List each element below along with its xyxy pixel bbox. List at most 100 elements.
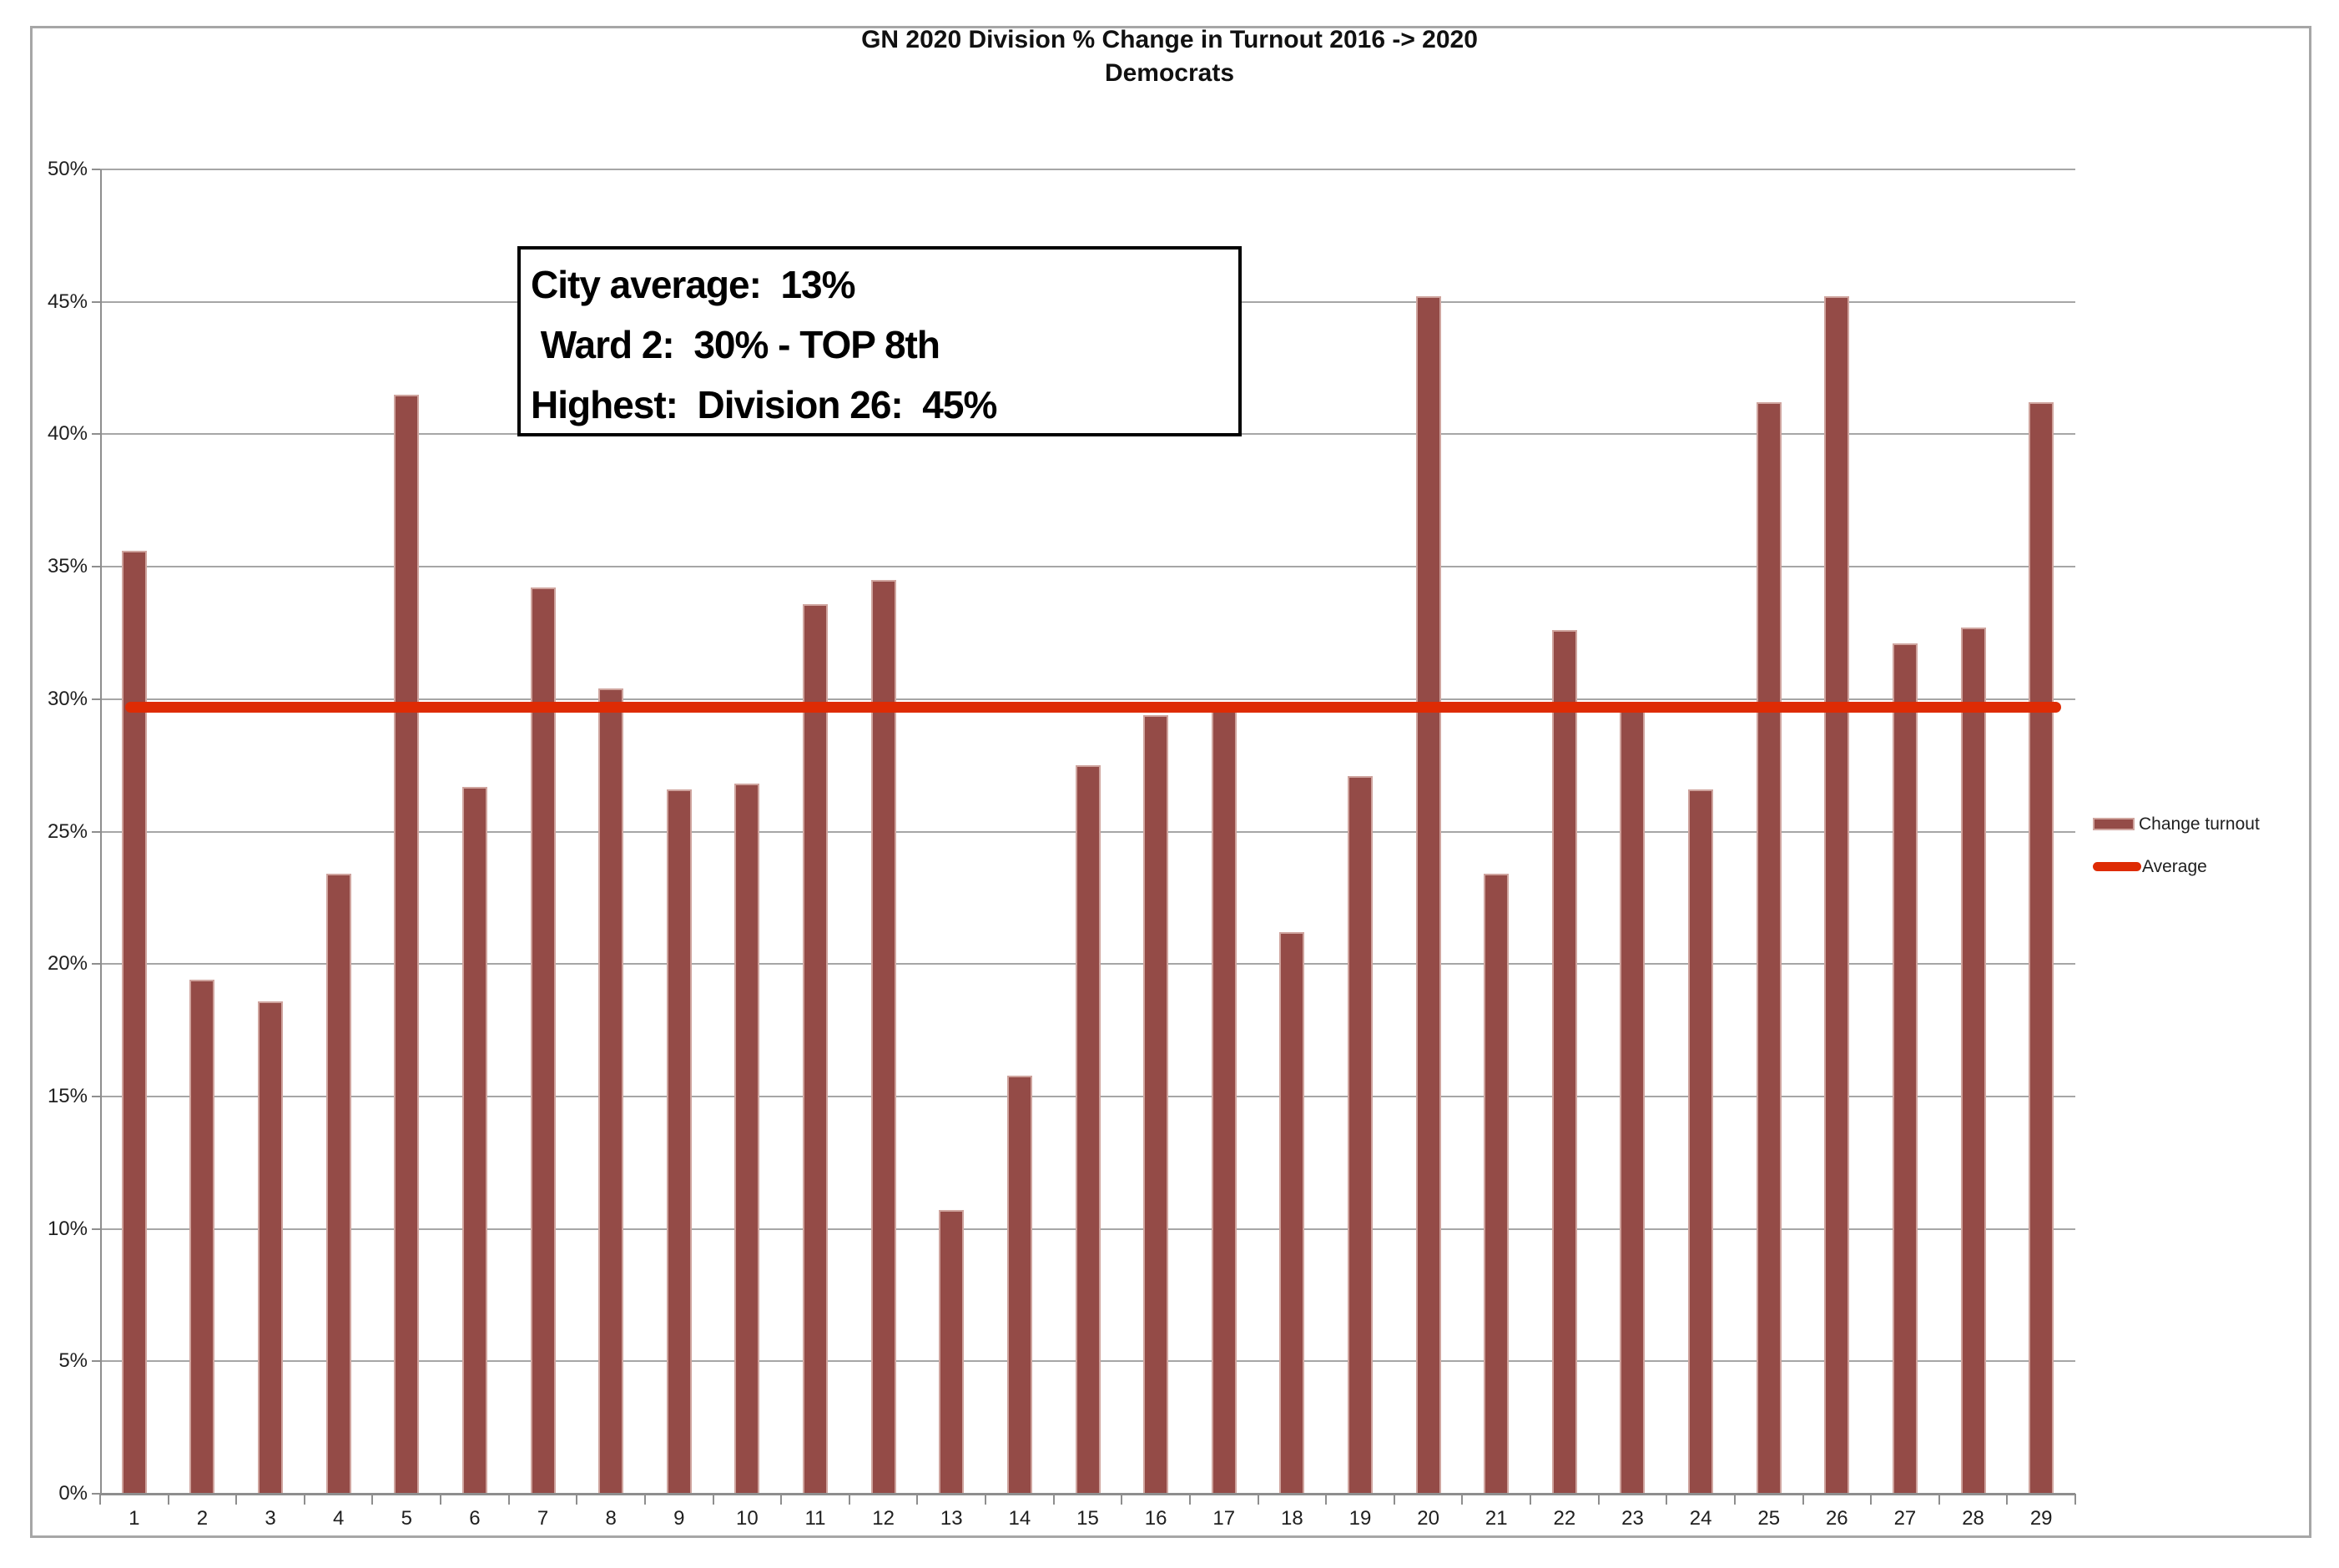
bar-division-25 [1756, 402, 1782, 1494]
annotation-ward2: Ward 2: 30% - TOP 8th [531, 323, 940, 366]
x-axis-label-29: 29 [2029, 1507, 2053, 1530]
bar-division-9 [666, 789, 692, 1494]
x-axis-tick-6 [507, 1494, 510, 1505]
gridline-50 [100, 169, 2075, 170]
annotation-box: City average: 13% Ward 2: 30% - TOP 8th … [517, 246, 1242, 436]
chart-subtitle: Democrats [1104, 59, 1235, 87]
gridline-35 [100, 566, 2075, 568]
y-axis-label-25%: 25% [47, 819, 88, 843]
bar-division-16 [1143, 714, 1169, 1494]
x-axis-line [100, 1493, 2075, 1495]
x-axis-tick-12 [916, 1494, 919, 1505]
legend-item-average: Average [2093, 845, 2310, 888]
x-axis-label-2: 2 [196, 1507, 209, 1530]
bar-division-2 [189, 980, 215, 1494]
x-axis-label-1: 1 [129, 1507, 140, 1530]
x-axis-tick-3 [303, 1494, 305, 1505]
legend-label-average: Average [2142, 856, 2207, 876]
bar-division-26 [1824, 296, 1850, 1494]
x-axis-label-22: 22 [1553, 1507, 1576, 1530]
x-axis-label-13: 13 [940, 1507, 963, 1530]
bar-division-22 [1551, 630, 1577, 1494]
y-axis-tick-0% [92, 1493, 100, 1495]
x-axis-label-16: 16 [1144, 1507, 1167, 1530]
x-axis-label-8: 8 [605, 1507, 617, 1530]
legend-bar-swatch-icon [2093, 818, 2135, 830]
x-axis-tick-26 [1870, 1494, 1873, 1505]
x-axis-tick-18 [1325, 1494, 1328, 1505]
x-axis-tick-9 [712, 1494, 714, 1505]
y-axis-label-30%: 30% [47, 687, 88, 710]
x-axis-tick-24 [1733, 1494, 1736, 1505]
x-axis-label-19: 19 [1348, 1507, 1372, 1530]
y-axis-label-35%: 35% [47, 555, 88, 578]
x-axis-label-3: 3 [265, 1507, 276, 1530]
x-axis-label-25: 25 [1757, 1507, 1781, 1530]
y-axis-line [100, 169, 102, 1494]
chart-title-block: GN 2020 Division % Change in Turnout 201… [0, 23, 2339, 90]
y-axis-tick-35% [92, 566, 100, 568]
x-axis-label-28: 28 [1962, 1507, 1984, 1530]
y-axis-label-40%: 40% [47, 422, 88, 446]
x-axis-tick-0 [99, 1494, 101, 1505]
x-axis-label-20: 20 [1417, 1507, 1439, 1530]
bar-division-20 [1415, 296, 1441, 1494]
bar-division-23 [1620, 707, 1646, 1494]
x-axis-tick-14 [1052, 1494, 1055, 1505]
x-axis-label-27: 27 [1893, 1507, 1917, 1530]
x-axis-label-4: 4 [332, 1507, 345, 1530]
annotation-city-average: City average: 13% [531, 263, 856, 306]
y-axis-label-45%: 45% [47, 290, 88, 313]
x-axis-tick-16 [1188, 1494, 1191, 1505]
x-axis-label-14: 14 [1008, 1507, 1031, 1530]
x-axis-tick-23 [1666, 1494, 1668, 1505]
x-axis-tick-22 [1597, 1494, 1600, 1505]
average-line [125, 702, 2061, 713]
bar-division-21 [1484, 874, 1510, 1494]
bar-division-11 [803, 603, 829, 1494]
x-axis-label-23: 23 [1621, 1507, 1644, 1530]
x-axis-tick-20 [1461, 1494, 1464, 1505]
y-axis-label-0%: 0% [58, 1482, 88, 1505]
bar-division-17 [1211, 707, 1237, 1494]
bar-division-12 [870, 579, 896, 1494]
x-axis-label-5: 5 [401, 1507, 412, 1530]
y-axis-tick-50% [92, 169, 100, 170]
x-axis-label-17: 17 [1212, 1507, 1236, 1530]
x-axis-label-26: 26 [1825, 1507, 1848, 1530]
y-axis-label-10%: 10% [47, 1217, 88, 1240]
x-axis-tick-10 [780, 1494, 783, 1505]
x-axis-label-18: 18 [1281, 1507, 1303, 1530]
bar-division-15 [1075, 765, 1101, 1494]
bar-division-18 [1279, 932, 1305, 1494]
legend: Change turnout Average [2093, 803, 2310, 888]
bar-division-7 [530, 587, 556, 1494]
gridline-30 [100, 698, 2075, 700]
bar-division-29 [2029, 402, 2054, 1494]
x-axis-label-7: 7 [537, 1507, 549, 1530]
x-axis-tick-27 [1938, 1494, 1940, 1505]
legend-line-swatch-icon [2093, 862, 2141, 871]
annotation-highest: Highest: Division 26: 45% [531, 383, 997, 426]
bar-division-6 [461, 786, 487, 1494]
bar-division-28 [1960, 628, 1986, 1494]
x-axis-tick-21 [1530, 1494, 1532, 1505]
y-axis-tick-20% [92, 963, 100, 966]
x-axis-tick-5 [440, 1494, 442, 1505]
y-axis-tick-5% [92, 1360, 100, 1363]
y-axis-tick-45% [92, 300, 100, 303]
y-axis-label-5%: 5% [58, 1349, 88, 1373]
x-axis-tick-8 [643, 1494, 646, 1505]
x-axis-label-12: 12 [872, 1507, 895, 1530]
x-axis-tick-15 [1121, 1494, 1123, 1505]
x-axis-tick-2 [235, 1494, 238, 1505]
x-axis-label-6: 6 [469, 1507, 481, 1530]
bar-division-3 [258, 1001, 284, 1494]
bar-division-4 [325, 874, 351, 1494]
x-axis-tick-28 [2006, 1494, 2009, 1505]
bar-division-27 [1892, 643, 1918, 1494]
y-axis-tick-10% [92, 1228, 100, 1230]
bar-division-10 [734, 784, 760, 1494]
